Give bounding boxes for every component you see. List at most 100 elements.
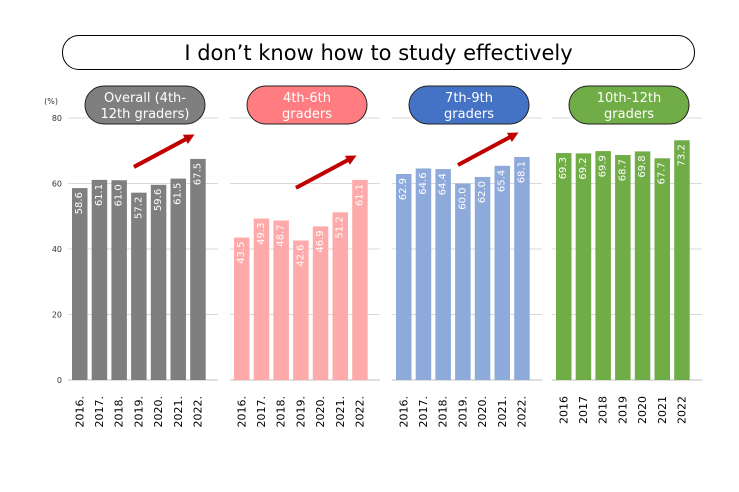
bar [253, 218, 270, 380]
panel-label-line: 4th-6th [283, 91, 331, 106]
x-tick-label: 2019 [616, 396, 629, 424]
x-tick-label: 2018. [437, 396, 450, 428]
bar [556, 153, 572, 380]
bar-value-label: 60.0 [457, 188, 468, 210]
chart-title: I don’t know how to study effectively [62, 35, 695, 70]
y-tick-label: 60 [52, 180, 62, 189]
bar-value-label: 69.9 [598, 155, 609, 177]
bar [190, 158, 206, 380]
bar-value-label: 42.6 [295, 244, 306, 266]
bar [332, 212, 348, 380]
panel-label-line: 10th-12th [597, 91, 661, 106]
bar-value-label: 61.0 [114, 184, 125, 206]
bar-value-label: 68.1 [516, 161, 527, 183]
bar-value-label: 57.2 [133, 197, 144, 219]
bar [273, 220, 289, 380]
bar [595, 151, 611, 380]
bar-value-label: 49.3 [256, 223, 267, 245]
panel-label-box [246, 85, 368, 125]
bar-value-label: 67.5 [192, 163, 203, 185]
bar-value-label: 46.9 [315, 230, 326, 252]
bar-value-label: 67.7 [657, 162, 668, 184]
panel-label-box [84, 85, 206, 125]
bar-value-label: 73.2 [676, 144, 687, 166]
bar [654, 158, 670, 380]
bar [72, 188, 88, 380]
bar [634, 151, 651, 380]
bar-value-label: 64.6 [418, 172, 429, 194]
x-tick-label: 2021. [334, 396, 347, 428]
x-tick-label: 2019. [456, 396, 469, 428]
bar [435, 169, 451, 380]
panel-label-box [568, 85, 690, 125]
bar [455, 183, 471, 380]
bar [170, 178, 186, 380]
bar-value-label: 68.7 [617, 159, 628, 181]
trend-arrow [133, 134, 195, 169]
bar [396, 174, 412, 380]
x-tick-label: 2022. [515, 396, 528, 428]
x-tick-label: 2020. [476, 396, 489, 428]
x-tick-label: 2018 [597, 396, 610, 424]
bar-value-label: 61.1 [94, 184, 105, 206]
x-tick-label: 2017. [255, 396, 268, 428]
bar [312, 226, 329, 380]
x-tick-label: 2022. [191, 396, 204, 428]
panel-label-box [408, 85, 530, 125]
bar [415, 168, 432, 380]
x-tick-label: 2016. [397, 396, 410, 428]
x-tick-label: 2017. [417, 396, 430, 428]
bar [514, 156, 530, 380]
x-tick-label: 2016 [557, 396, 570, 424]
x-tick-label: 2019. [132, 396, 145, 428]
bar-value-label: 69.2 [578, 157, 589, 179]
panel-label-line: 7th-9th [445, 91, 493, 106]
bar-value-label: 61.5 [173, 183, 184, 205]
bar-value-label: 64.4 [438, 173, 449, 195]
bar [131, 192, 147, 380]
x-tick-label: 2022 [675, 396, 688, 424]
x-tick-label: 2018. [275, 396, 288, 428]
x-tick-label: 2020 [636, 396, 649, 424]
bar-value-label: 58.6 [74, 192, 85, 214]
x-tick-label: 2021 [656, 396, 669, 424]
bar-value-label: 59.6 [153, 189, 164, 211]
x-tick-label: 2018. [113, 396, 126, 428]
x-tick-label: 2021. [172, 396, 185, 428]
bar [91, 179, 108, 380]
bar-value-label: 61.1 [354, 184, 365, 206]
bar [674, 140, 690, 380]
x-tick-label: 2016. [73, 396, 86, 428]
bar-value-label: 43.5 [236, 242, 247, 264]
panel-label-line: graders [444, 107, 494, 122]
trend-arrow [457, 132, 519, 167]
bar-value-label: 69.3 [558, 157, 569, 179]
y-tick-label: 80 [52, 114, 62, 123]
y-tick-label: 0 [57, 376, 62, 385]
x-tick-label: 2016. [235, 396, 248, 428]
bar [494, 165, 510, 380]
x-tick-label: 2022. [353, 396, 366, 428]
bar-value-label: 69.8 [637, 155, 648, 177]
y-tick-label: 40 [52, 245, 62, 254]
x-tick-label: 2019. [294, 396, 307, 428]
bar-value-label: 62.0 [477, 181, 488, 203]
bar-value-label: 65.4 [497, 170, 508, 192]
bar [352, 179, 368, 380]
x-tick-label: 2020. [152, 396, 165, 428]
bar [575, 153, 592, 380]
x-tick-label: 2017 [577, 396, 590, 424]
panel-label-line: graders [282, 107, 332, 122]
bar [293, 240, 309, 380]
bar-value-label: 51.2 [335, 216, 346, 238]
bar [615, 155, 631, 380]
bar [150, 184, 167, 380]
x-tick-label: 2020. [314, 396, 327, 428]
panel-label-line: graders [604, 107, 654, 122]
panel-label-line: 12th graders) [100, 107, 189, 122]
x-tick-label: 2017. [93, 396, 106, 428]
y-tick-label: 20 [52, 311, 62, 320]
bar-value-label: 48.7 [276, 225, 287, 247]
trend-arrow [295, 155, 357, 190]
